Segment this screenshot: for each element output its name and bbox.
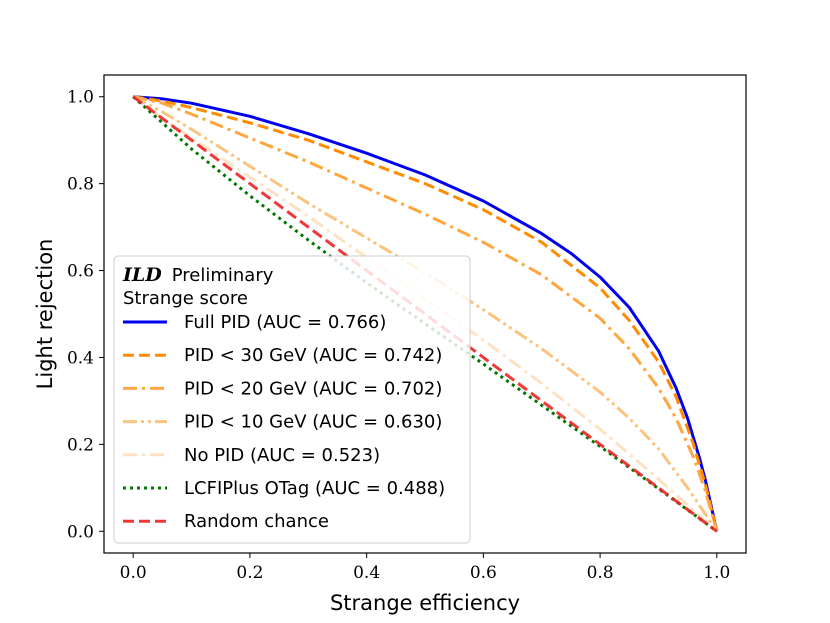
plot-frame [103, 74, 747, 554]
x-tick-label: 0.4 [353, 563, 380, 583]
series-line-0 [133, 95, 719, 532]
y-tick-label: 0.8 [67, 175, 94, 195]
y-tick-label: 0.0 [67, 522, 94, 542]
x-tick-label: 0.8 [587, 563, 614, 583]
y-tick-label: 0.4 [67, 348, 94, 368]
series-line-5 [132, 95, 718, 533]
x-tick-label: 0.6 [470, 563, 497, 583]
series-layer [132, 95, 719, 533]
y-tick-label: 1.0 [67, 88, 94, 108]
x-tick-label: 0.0 [120, 563, 147, 583]
series-line-3 [132, 95, 719, 533]
legend-label-6: Random chance [184, 511, 329, 532]
legend-label-2: PID < 20 GeV (AUC = 0.702) [184, 378, 442, 399]
legend-label-3: PID < 10 GeV (AUC = 0.630) [184, 412, 442, 433]
x-axis-label: Strange efficiency [330, 591, 520, 615]
legend-header: ILD Preliminary [122, 264, 274, 286]
legend-preliminary: Preliminary [172, 265, 274, 286]
y-tick-label: 0.6 [67, 262, 94, 282]
y-axis-label: Light rejection [33, 239, 57, 390]
legend-label-5: LCFIPlus OTag (AUC = 0.488) [184, 478, 445, 499]
legend-entries: Full PID (AUC = 0.766) PID < 30 GeV (AUC … [123, 312, 445, 532]
legend-subheader: Strange score [123, 288, 248, 309]
series-line-6 [132, 95, 718, 533]
series-line-2 [132, 95, 719, 532]
x-tick-label: 0.2 [236, 563, 263, 583]
series-line-1 [132, 95, 719, 532]
x-tick-label: 1.0 [703, 563, 730, 583]
legend-label-1: PID < 30 GeV (AUC = 0.742) [184, 345, 442, 366]
ticks-layer: 0.0 0.2 0.4 0.6 0.8 1.0 0.0 0.2 0.4 0.6 0.8 1.0 [67, 88, 730, 583]
legend: ILD Preliminary Strange score Full PID (… [113, 255, 471, 544]
legend-label-0: Full PID (AUC = 0.766) [184, 312, 386, 333]
y-tick-label: 0.2 [67, 435, 94, 455]
legend-label-4: No PID (AUC = 0.523) [184, 445, 380, 466]
legend-box [113, 255, 471, 544]
legend-brand: ILD [122, 264, 162, 286]
